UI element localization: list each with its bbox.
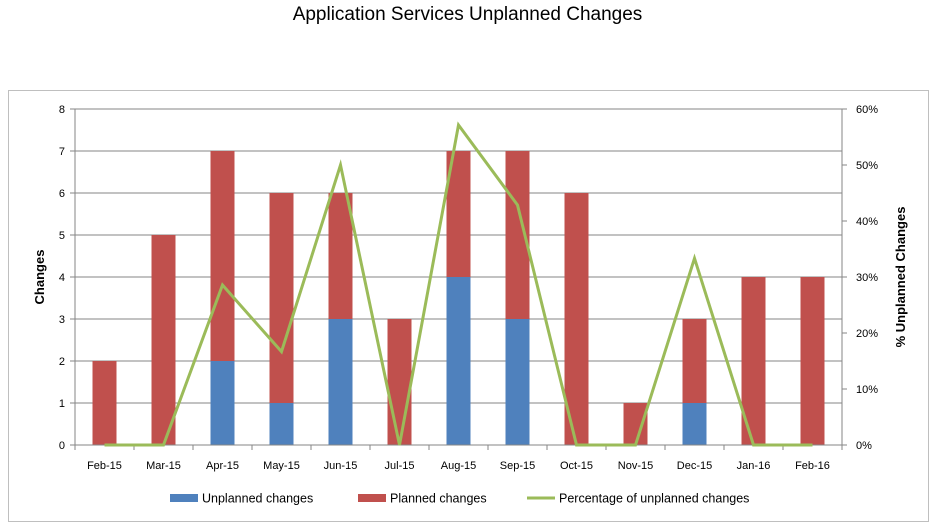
- y2-tick-label: 10%: [856, 384, 878, 396]
- x-tick-label: Sep-15: [500, 460, 535, 472]
- x-tick-label: Feb-16: [795, 460, 830, 472]
- legend-swatch: [170, 494, 198, 502]
- x-tick-label: May-15: [263, 460, 300, 472]
- y-tick-label: 3: [59, 314, 65, 326]
- legend-label: Percentage of unplanned changes: [559, 492, 749, 506]
- legend-label: Planned changes: [390, 492, 487, 506]
- bar-planned-changes-apr-15: [210, 151, 235, 361]
- x-tick-label: Feb-15: [87, 460, 122, 472]
- legend-swatch: [358, 494, 386, 502]
- chart-frame: [8, 90, 929, 522]
- axes: [70, 108, 847, 450]
- y2-tick-label: 50%: [856, 160, 878, 172]
- chart-title: Application Services Unplanned Changes: [292, 4, 643, 25]
- y-tick-label: 6: [59, 188, 65, 200]
- bar-planned-changes-feb-15: [92, 361, 117, 445]
- bar-planned-changes-mar-15: [151, 235, 176, 445]
- x-tick-label: Dec-15: [677, 460, 712, 472]
- bar-unplanned-changes-aug-15: [446, 277, 471, 445]
- y-tick-label: 5: [59, 230, 65, 242]
- y-tick-label: 4: [59, 272, 65, 284]
- bar-unplanned-changes-dec-15: [682, 403, 707, 445]
- bar-planned-changes-oct-15: [564, 193, 589, 445]
- x-tick-label: Jun-15: [324, 460, 358, 472]
- bar-unplanned-changes-jun-15: [328, 319, 353, 445]
- line-percentage-unplanned: [104, 121, 813, 447]
- legend-label: Unplanned changes: [202, 492, 313, 506]
- y2-tick-label: 40%: [856, 216, 878, 228]
- x-tick-label: Apr-15: [206, 460, 239, 472]
- y-tick-label: 1: [59, 398, 65, 410]
- x-tick-label: Oct-15: [560, 460, 593, 472]
- bar-planned-changes-may-15: [269, 193, 294, 403]
- legend: Unplanned changes Planned changes Percenta…: [170, 492, 749, 506]
- y-tick-label: 2: [59, 356, 65, 368]
- bar-series: [92, 151, 825, 445]
- y-tick-label: 8: [59, 104, 65, 116]
- y2-tick-label: 30%: [856, 272, 878, 284]
- line-series: [104, 121, 813, 447]
- bar-unplanned-changes-sep-15: [505, 319, 530, 445]
- bar-planned-changes-nov-15: [623, 403, 648, 445]
- y-tick-label: 0: [59, 440, 65, 452]
- x-tick-label: Aug-15: [441, 460, 476, 472]
- y2-tick-label: 20%: [856, 328, 878, 340]
- y2-axis-title: % Unplanned Changes: [893, 207, 908, 348]
- x-tick-label: Jul-15: [385, 460, 415, 472]
- x-tick-label: Jan-16: [737, 460, 771, 472]
- bar-unplanned-changes-may-15: [269, 403, 294, 445]
- bar-planned-changes-jul-15: [387, 319, 412, 445]
- x-tick-label: Nov-15: [618, 460, 653, 472]
- bar-planned-changes-dec-15: [682, 319, 707, 403]
- bar-unplanned-changes-apr-15: [210, 361, 235, 445]
- y-axis-title: Changes: [32, 250, 47, 305]
- tick-labels: 0 1 2 3 4 5 6 7 8 0% 10% 20% 30% 40% 50% 60% Feb-15 Mar-1…: [59, 104, 878, 472]
- y2-tick-label: 60%: [856, 104, 878, 116]
- bar-planned-changes-feb-16: [800, 277, 825, 445]
- y2-tick-label: 0%: [856, 440, 872, 452]
- x-tick-label: Mar-15: [146, 460, 181, 472]
- bar-planned-changes-jun-15: [328, 193, 353, 319]
- y-tick-label: 7: [59, 146, 65, 158]
